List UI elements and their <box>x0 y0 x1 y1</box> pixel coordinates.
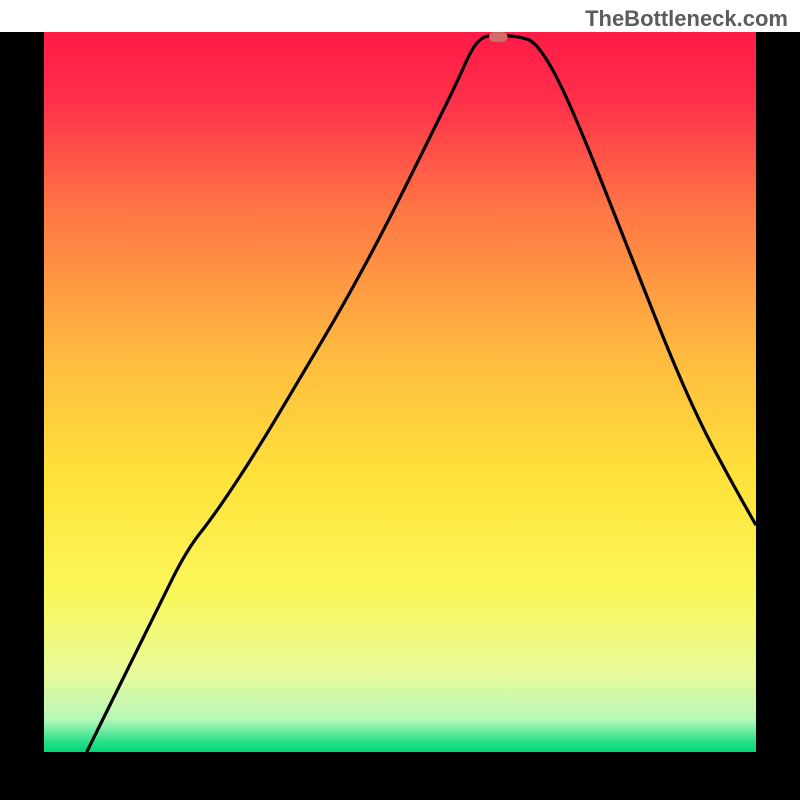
gradient-background <box>44 32 756 752</box>
chart-container: { "watermark": "TheBottleneck.com", "cha… <box>0 0 800 800</box>
plot-svg <box>44 32 756 752</box>
plot-frame <box>0 32 800 800</box>
optimum-marker <box>489 32 508 42</box>
plot-area <box>44 32 756 752</box>
watermark-text: TheBottleneck.com <box>585 6 788 32</box>
